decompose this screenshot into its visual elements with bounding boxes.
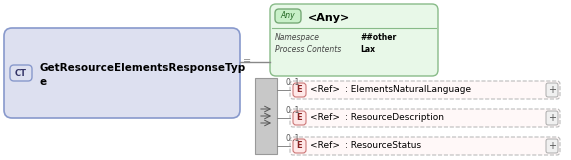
Text: E: E: [297, 141, 302, 151]
Text: +: +: [548, 113, 556, 123]
Text: +: +: [548, 85, 556, 95]
FancyBboxPatch shape: [293, 111, 306, 125]
Text: Any: Any: [281, 12, 295, 20]
Text: +: +: [548, 141, 556, 151]
FancyBboxPatch shape: [270, 4, 438, 76]
FancyBboxPatch shape: [275, 9, 301, 23]
FancyBboxPatch shape: [546, 111, 558, 125]
Text: E: E: [297, 113, 302, 123]
Text: CT: CT: [15, 68, 27, 77]
Text: <Ref>: <Ref>: [310, 141, 340, 151]
Bar: [255, 78, 277, 154]
Text: Lax: Lax: [360, 44, 375, 53]
Text: <Any>: <Any>: [308, 13, 350, 23]
Text: Process Contents: Process Contents: [275, 44, 341, 53]
Text: E: E: [297, 85, 302, 95]
FancyBboxPatch shape: [290, 137, 560, 155]
Text: : ResourceStatus: : ResourceStatus: [345, 141, 421, 151]
Text: GetResourceElementsResponseTyp: GetResourceElementsResponseTyp: [39, 63, 246, 73]
Text: <Ref>: <Ref>: [310, 113, 340, 123]
FancyBboxPatch shape: [290, 81, 560, 99]
FancyBboxPatch shape: [546, 83, 558, 97]
Text: : ElementsNaturalLanguage: : ElementsNaturalLanguage: [345, 85, 471, 95]
FancyBboxPatch shape: [293, 83, 306, 97]
Text: <Ref>: <Ref>: [310, 85, 340, 95]
Text: 0..1: 0..1: [285, 78, 299, 87]
FancyBboxPatch shape: [10, 65, 32, 81]
FancyBboxPatch shape: [293, 139, 306, 153]
Text: : ResourceDescription: : ResourceDescription: [345, 113, 444, 123]
FancyBboxPatch shape: [290, 109, 560, 127]
FancyBboxPatch shape: [546, 139, 558, 153]
Text: Namespace: Namespace: [275, 32, 320, 41]
FancyBboxPatch shape: [4, 28, 240, 118]
Text: ##other: ##other: [360, 32, 396, 41]
Text: 0..1: 0..1: [285, 106, 299, 115]
Text: =: =: [243, 56, 251, 66]
Text: 0..1: 0..1: [285, 134, 299, 143]
Text: e: e: [39, 77, 46, 87]
